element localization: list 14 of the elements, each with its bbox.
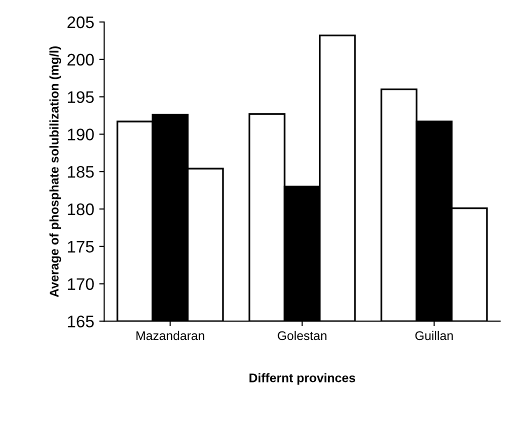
y-tick-label: 200	[68, 54, 94, 66]
y-tick-label: 185	[68, 166, 94, 178]
y-axis-title: Average of phosphate solubilization (mg/l)	[49, 46, 62, 298]
y-tick-label: 195	[68, 91, 94, 104]
y-tick-label: 165	[68, 316, 94, 328]
x-tick-label: Golestan	[278, 330, 326, 340]
y-tick-label: 190	[68, 128, 94, 140]
y-tick-label: 175	[68, 240, 94, 253]
y-tick-label: 170	[68, 278, 94, 290]
x-tick-label: Guillan	[415, 330, 453, 340]
y-tick-label: 180	[68, 203, 94, 216]
x-axis-title: Differnt provinces	[250, 373, 356, 385]
y-tick-label: 205	[68, 16, 94, 28]
x-tick-label: Mazandaran	[136, 330, 204, 340]
